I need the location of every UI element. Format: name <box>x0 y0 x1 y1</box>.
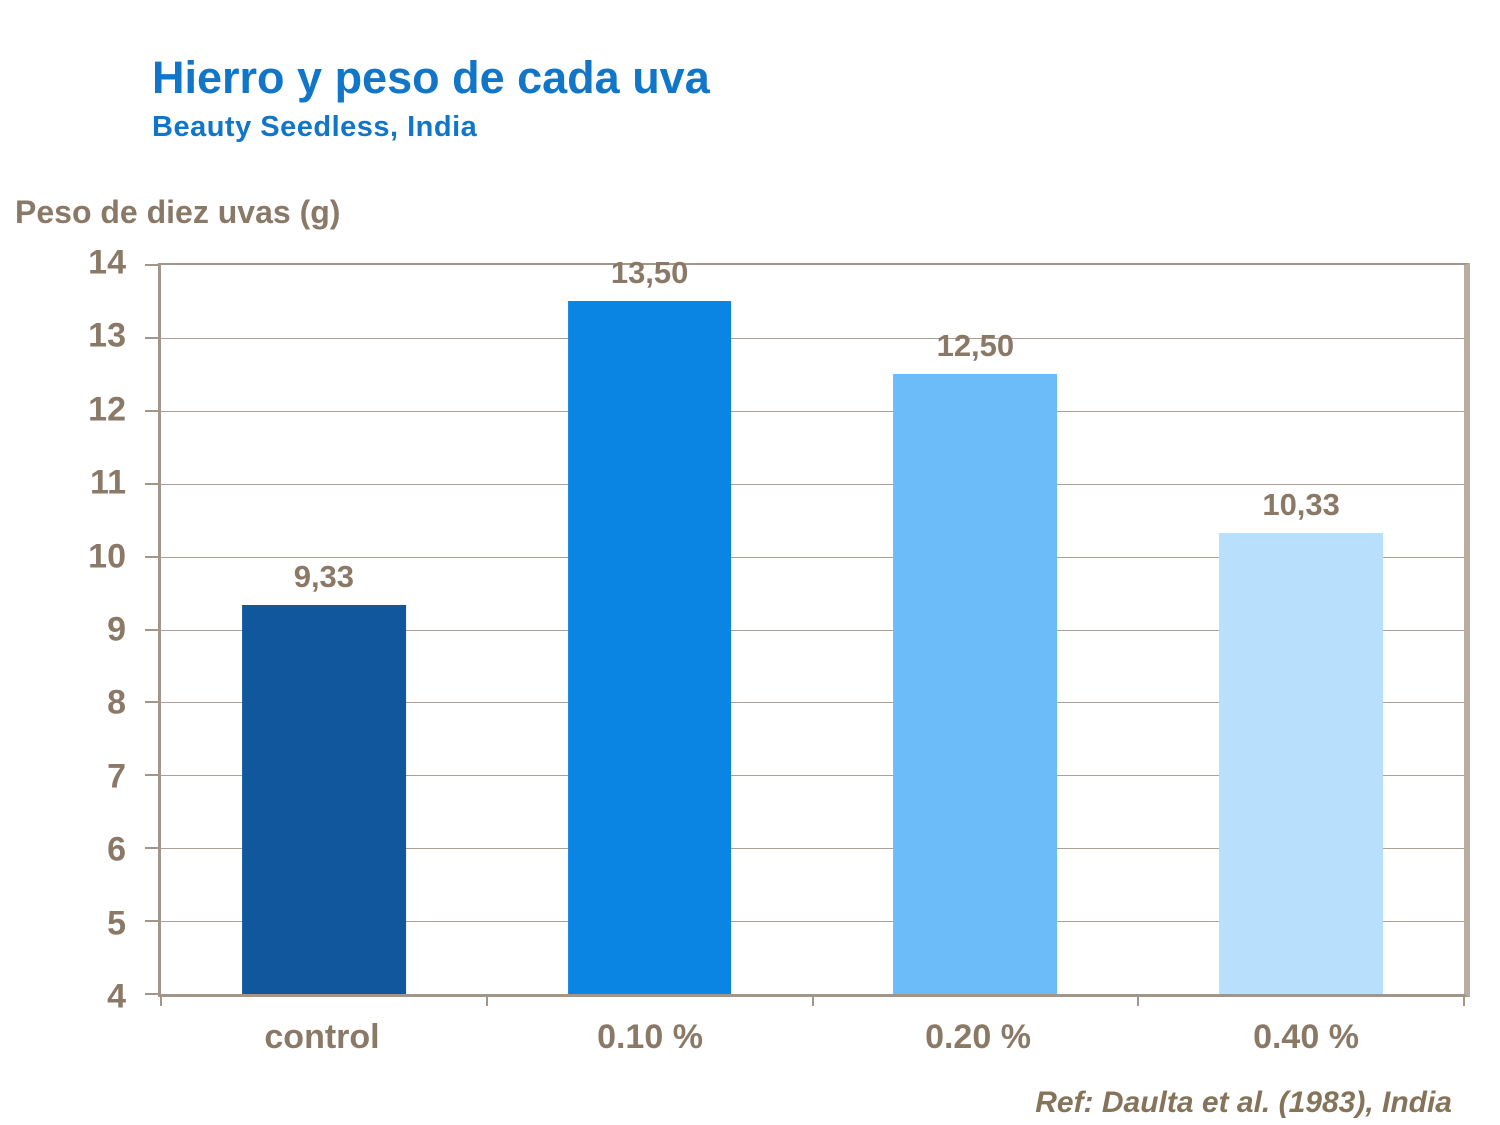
y-axis-tick-labels: 4 5 6 7 8 9 10 11 12 13 14 <box>0 244 132 1016</box>
y-tick-label: 11 <box>90 463 126 502</box>
chart-title: Hierro y peso de cada uva <box>152 52 710 103</box>
x-axis-tick-labels: control 0.10 % 0.20 % 0.40 % <box>158 1018 1470 1064</box>
value-label: 12,50 <box>936 328 1015 364</box>
y-axis-tick <box>145 628 158 631</box>
gridline <box>161 483 1464 485</box>
gridline <box>161 775 1464 777</box>
y-axis-tick <box>145 482 158 485</box>
gridline <box>161 921 1464 923</box>
y-axis-tick <box>145 920 158 923</box>
gridline <box>161 848 1464 850</box>
y-axis-tick <box>145 336 158 339</box>
y-axis-tick <box>145 264 158 266</box>
y-axis-tick <box>145 555 158 558</box>
value-label: 9,33 <box>293 559 355 595</box>
x-axis-tick <box>811 994 814 1006</box>
gridline <box>161 410 1464 412</box>
y-tick-label: 10 <box>88 537 126 576</box>
y-axis-tick <box>145 701 158 704</box>
bar-column-0.20 %: 12,50 <box>813 265 1139 994</box>
x-tick-label: 0.20 % <box>925 1018 1031 1056</box>
gridline <box>161 702 1464 704</box>
y-tick-label: 12 <box>88 390 126 429</box>
x-tick-label: 0.10 % <box>597 1018 703 1056</box>
y-tick-label: 8 <box>107 683 126 722</box>
bar-column-0.40 %: 10,33 <box>1138 265 1464 994</box>
x-axis-tick <box>160 994 162 1006</box>
y-axis-tick <box>145 847 158 850</box>
reference-note: Ref: Daulta et al. (1983), India <box>1035 1086 1452 1119</box>
gridline <box>161 629 1464 631</box>
bar-column-0.10 %: 13,50 <box>487 255 813 994</box>
value-label: 10,33 <box>1262 486 1340 522</box>
bar-0.40 % <box>1219 532 1384 994</box>
bar-0.20 % <box>893 374 1058 994</box>
bar-0.10 % <box>567 301 732 994</box>
bar-control <box>241 605 406 994</box>
y-tick-label: 5 <box>107 904 126 943</box>
y-axis-tick <box>145 409 158 412</box>
y-axis-tick <box>145 993 158 995</box>
y-tick-label: 13 <box>88 316 126 355</box>
x-tick-label: 0.40 % <box>1253 1018 1359 1056</box>
gridline <box>161 337 1464 339</box>
y-axis-tick <box>145 774 158 777</box>
chart-subtitle: Beauty Seedless, India <box>152 111 478 143</box>
value-label: 13,50 <box>610 255 689 291</box>
x-tick-label: control <box>264 1018 380 1056</box>
y-tick-label: 7 <box>107 757 126 796</box>
x-axis-tick <box>1463 994 1465 1006</box>
y-axis-title: Peso de diez uvas (g) <box>15 194 341 230</box>
bar-column-control: 9,33 <box>161 265 487 994</box>
plot-area: 9,33 13,50 12,50 10,33 <box>145 255 1470 1006</box>
y-tick-label: 6 <box>107 830 126 869</box>
y-tick-label: 4 <box>107 977 126 1016</box>
x-axis-tick <box>485 994 488 1006</box>
x-axis-tick <box>1137 994 1140 1006</box>
y-tick-label: 14 <box>88 243 126 282</box>
y-tick-label: 9 <box>107 610 126 649</box>
gridline <box>161 556 1464 558</box>
